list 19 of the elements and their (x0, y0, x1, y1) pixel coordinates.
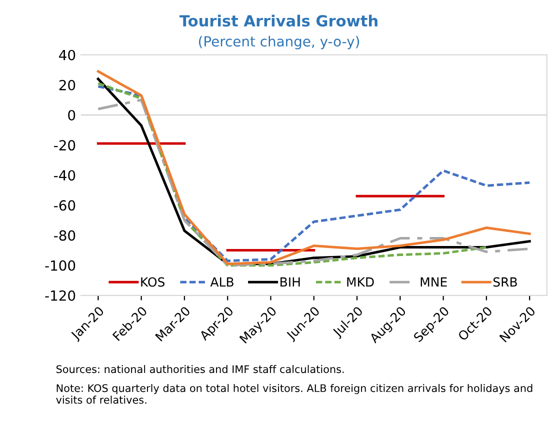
source-note: Sources: national authorities and IMF staff calculations. (56, 365, 344, 374)
y-tick-label: 20 (59, 80, 76, 90)
y-tick-label: -80 (54, 230, 76, 241)
chart-subtitle: (Percent change, y-o-y) (198, 36, 360, 50)
text: Note: KOS quarterly data on total hotel visitors. ALB foreign citizen arrivals for holidays and visits of relatives. (56, 384, 532, 404)
legend-label: MNE (420, 277, 447, 287)
legend-label: MKD (347, 277, 374, 287)
y-tick-label: 40 (59, 50, 76, 60)
y-tick-label: -100 (45, 260, 76, 271)
legend-label: ALB (210, 277, 234, 287)
y-tick-label: 0 (68, 110, 76, 120)
y-tick-label: -20 (54, 140, 76, 151)
chart-title: Tourist Arrivals Growth (179, 14, 378, 27)
y-tick-label: -40 (54, 170, 76, 181)
legend-label: KOS (141, 277, 165, 287)
legend-label: SRB (493, 277, 517, 287)
y-tick-label: -120 (45, 290, 76, 301)
y-tick-label: -60 (54, 200, 76, 211)
legend-label: BIH (280, 277, 300, 287)
